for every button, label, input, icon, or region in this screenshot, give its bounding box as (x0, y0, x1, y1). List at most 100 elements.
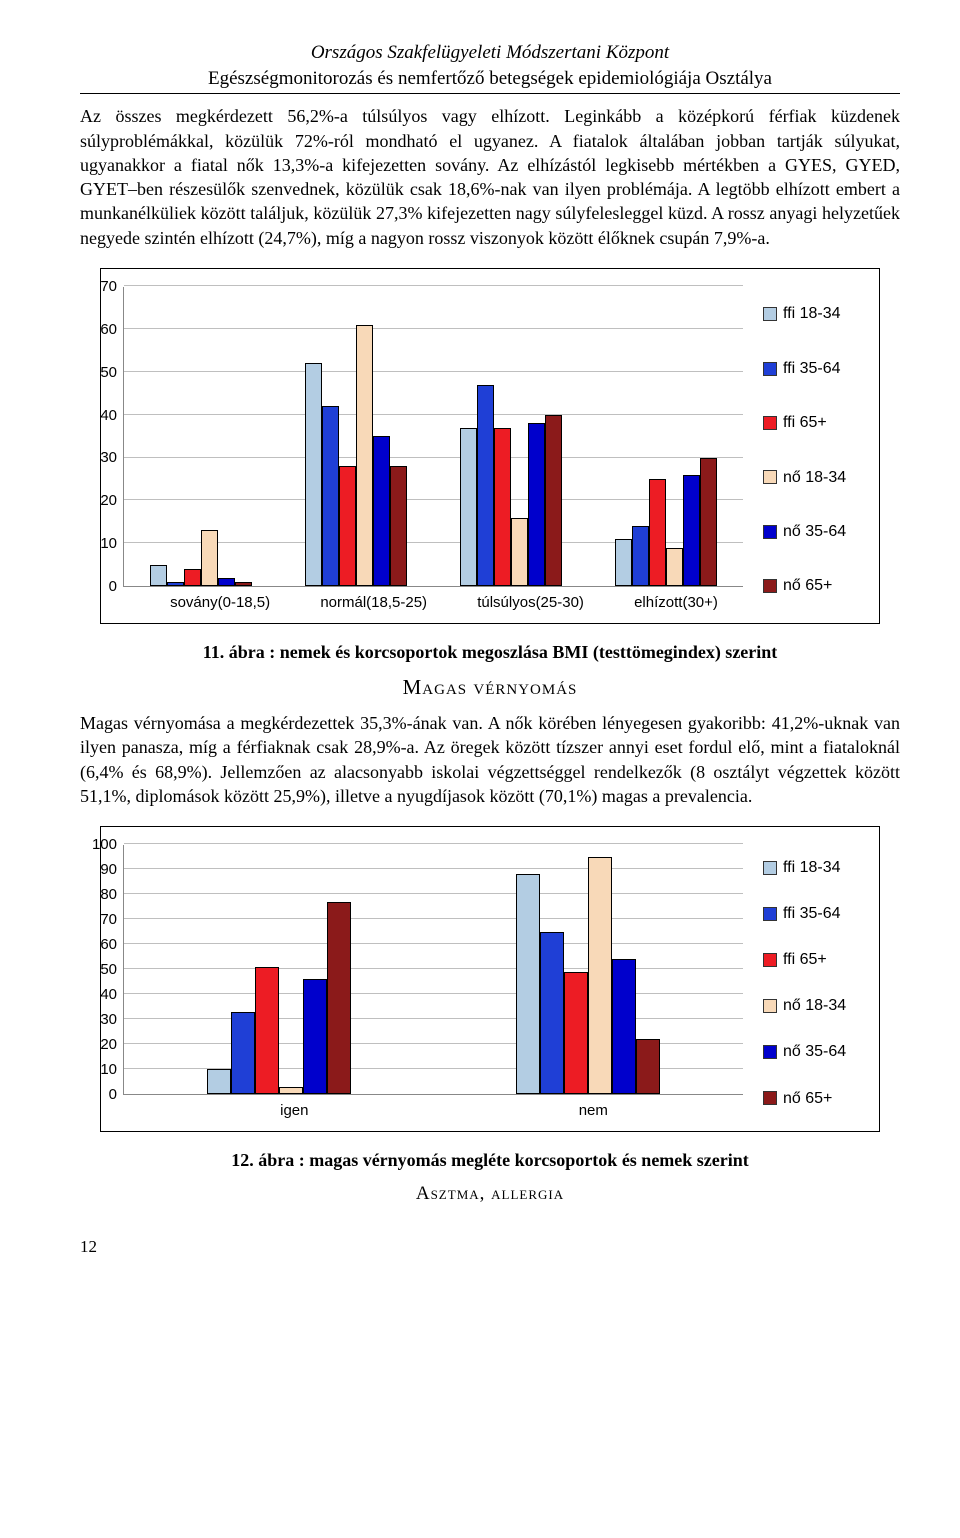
bar (545, 415, 562, 586)
legend-swatch (763, 470, 777, 484)
legend-item: ffi 18-34 (763, 303, 863, 325)
bar (511, 518, 528, 587)
section-title-asthma: Asztma, allergia (80, 1181, 900, 1207)
legend-label: ffi 65+ (783, 412, 827, 434)
legend-swatch (763, 907, 777, 921)
legend-label: ffi 35-64 (783, 358, 841, 380)
bar (632, 526, 649, 586)
chart2-legend: ffi 18-34 ffi 35-64 ffi 65+ nő 18-34 nő 35-6… (743, 845, 863, 1121)
figure2-caption: 12. ábra : magas vérnyomás megléte korcs… (80, 1148, 900, 1172)
bar (564, 972, 588, 1095)
legend-swatch (763, 362, 777, 376)
x-axis-label: sovány(0-18,5) (170, 593, 270, 613)
legend-item: nő 65+ (763, 575, 863, 597)
legend-label: nő 18-34 (783, 995, 846, 1017)
bar (615, 539, 632, 586)
legend-item: nő 35-64 (763, 1041, 863, 1063)
bar (207, 1069, 231, 1094)
page-number: 12 (80, 1236, 900, 1259)
x-axis-label: normál(18,5-25) (320, 593, 427, 613)
legend-swatch (763, 1045, 777, 1059)
chart2-x-labels: igen nem (145, 1101, 743, 1121)
bar (322, 406, 339, 586)
legend-swatch (763, 579, 777, 593)
legend-label: nő 65+ (783, 575, 832, 597)
legend-label: ffi 35-64 (783, 903, 841, 925)
bar (494, 428, 511, 587)
legend-swatch (763, 999, 777, 1013)
bar (612, 959, 636, 1094)
legend-label: ffi 65+ (783, 949, 827, 971)
bar (666, 548, 683, 587)
legend-item: nő 65+ (763, 1088, 863, 1110)
legend-label: nő 35-64 (783, 1041, 846, 1063)
legend-item: ffi 65+ (763, 949, 863, 971)
x-axis-label: nem (579, 1101, 608, 1121)
header-dept: Egészségmonitorozás és nemfertőző betegs… (80, 66, 900, 95)
legend-item: nő 18-34 (763, 995, 863, 1017)
bar (303, 979, 327, 1094)
chart2-bars (124, 845, 743, 1094)
legend-label: ffi 18-34 (783, 857, 841, 879)
bar (150, 565, 167, 586)
legend-item: ffi 65+ (763, 412, 863, 434)
legend-swatch (763, 953, 777, 967)
bar (218, 578, 235, 587)
bar (636, 1039, 660, 1094)
page-header: Országos Szakfelügyeleti Módszertani Köz… (80, 40, 900, 94)
section-title-hypertension: Magas vérnyomás (80, 673, 900, 701)
bar (327, 902, 351, 1095)
legend-item: ffi 35-64 (763, 358, 863, 380)
bar (683, 475, 700, 586)
legend-item: nő 18-34 (763, 467, 863, 489)
chart1-x-labels: sovány(0-18,5) normál(18,5-25) túlsúlyos(2… (145, 593, 743, 613)
bar (231, 1012, 255, 1095)
legend-swatch (763, 1091, 777, 1105)
bar (540, 932, 564, 1095)
bar (235, 582, 252, 586)
legend-swatch (763, 416, 777, 430)
bar (516, 874, 540, 1094)
legend-item: nő 35-64 (763, 521, 863, 543)
bar (373, 436, 390, 586)
bar (588, 857, 612, 1095)
bar (356, 325, 373, 586)
chart1-plot-area (123, 287, 743, 587)
bar-group (460, 385, 562, 586)
bar-group (150, 530, 252, 586)
legend-swatch (763, 525, 777, 539)
bar (649, 479, 666, 586)
x-axis-label: túlsúlyos(25-30) (477, 593, 584, 613)
legend-item: ffi 18-34 (763, 857, 863, 879)
bar (460, 428, 477, 587)
bar (390, 466, 407, 586)
bar-group (305, 325, 407, 586)
bar (201, 530, 218, 586)
paragraph-hypertension: Magas vérnyomása a megkérdezettek 35,3%-… (80, 711, 900, 808)
bar-group (207, 902, 351, 1095)
x-axis-label: igen (280, 1101, 308, 1121)
chart-bmi: 010203040506070 sovány(0-18,5)normál(18,… (100, 268, 880, 624)
bar (167, 582, 184, 586)
bar (255, 967, 279, 1095)
header-org: Országos Szakfelügyeleti Módszertani Köz… (80, 40, 900, 66)
bar (279, 1087, 303, 1095)
bar-group (516, 857, 660, 1095)
bar (184, 569, 201, 586)
legend-label: nő 18-34 (783, 467, 846, 489)
bar (305, 363, 322, 586)
bar (477, 385, 494, 586)
chart2-plot-area (123, 845, 743, 1095)
bar (700, 458, 717, 587)
legend-swatch (763, 307, 777, 321)
x-axis-label: elhízott(30+) (634, 593, 718, 613)
chart1-legend: ffi 18-34 ffi 35-64 ffi 65+ nő 18-34 nő 35-6… (743, 287, 863, 613)
figure1-caption: 11. ábra : nemek és korcsoportok megoszl… (80, 640, 900, 664)
legend-label: nő 65+ (783, 1088, 832, 1110)
paragraph-bmi: Az összes megkérdezett 56,2%-a túlsúlyos… (80, 104, 900, 250)
bar (339, 466, 356, 586)
bar-group (615, 458, 717, 587)
legend-item: ffi 35-64 (763, 903, 863, 925)
bar (528, 423, 545, 586)
legend-swatch (763, 861, 777, 875)
